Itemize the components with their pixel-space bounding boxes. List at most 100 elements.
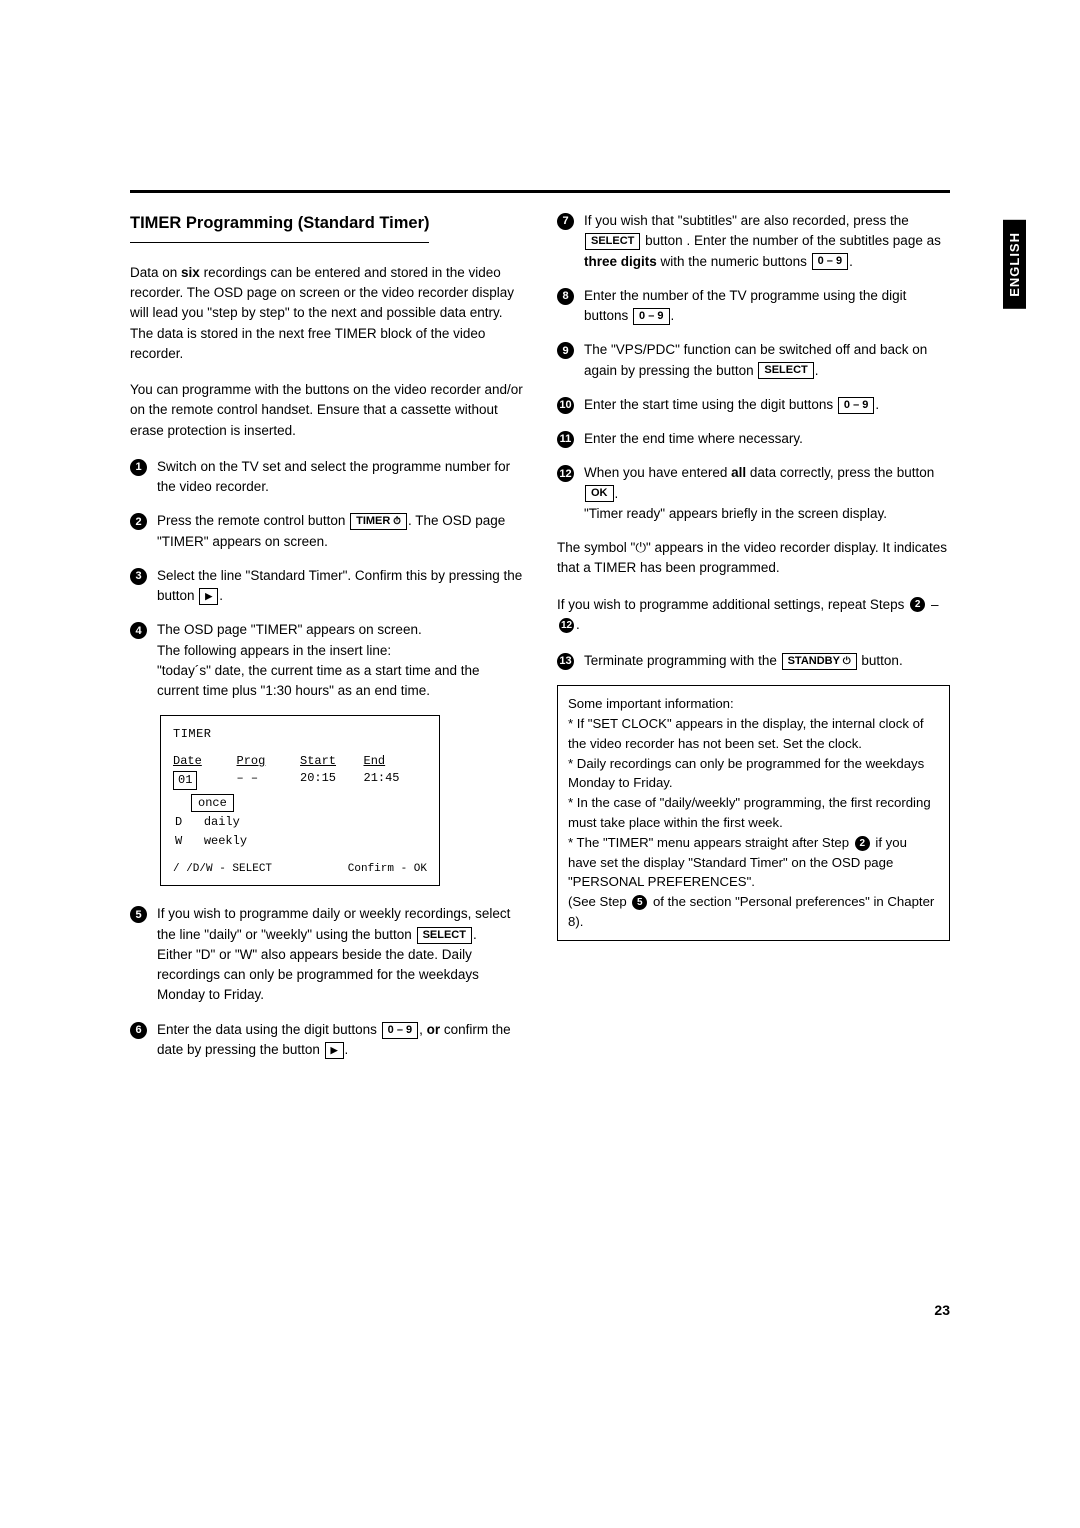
step-8-text: Enter the number of the TV programme usi… bbox=[584, 286, 950, 327]
osd-weekly: W weekly bbox=[175, 833, 427, 850]
bullet-ref-12: 12 bbox=[559, 618, 574, 633]
bullet-ref-5: 5 bbox=[632, 895, 647, 910]
step-1: 1 Switch on the TV set and select the pr… bbox=[130, 457, 523, 498]
t: Enter the start time using the digit but… bbox=[584, 397, 837, 412]
t: Press the remote control button bbox=[157, 513, 349, 528]
step-8: 8 Enter the number of the TV programme u… bbox=[557, 286, 950, 327]
osd-h-date: Date bbox=[173, 754, 202, 768]
note-3: * In the case of "daily/weekly" programm… bbox=[568, 793, 939, 833]
bullet-6: 6 bbox=[130, 1022, 147, 1039]
step-11: 11 Enter the end time where necessary. bbox=[557, 429, 950, 449]
bullet-13: 13 bbox=[557, 653, 574, 670]
t: . bbox=[219, 588, 223, 603]
t: * The "TIMER" menu appears straight afte… bbox=[568, 835, 853, 850]
t: data correctly, press the button bbox=[746, 465, 934, 480]
digits-key: 0 – 9 bbox=[812, 253, 848, 270]
t: . bbox=[671, 308, 675, 323]
t: Data on bbox=[130, 265, 181, 280]
osd-h-start: Start bbox=[300, 754, 336, 768]
osd-v-start: 20:15 bbox=[300, 770, 364, 790]
page-content: TIMER Programming (Standard Timer) Data … bbox=[130, 190, 950, 1074]
t: . bbox=[576, 617, 580, 632]
t: all bbox=[731, 465, 746, 480]
t: If you wish that "subtitles" are also re… bbox=[584, 213, 909, 228]
t: . bbox=[875, 397, 879, 412]
bullet-5: 5 bbox=[130, 906, 147, 923]
t: Enter the data using the digit buttons bbox=[157, 1022, 381, 1037]
t: If you wish to programme additional sett… bbox=[557, 597, 908, 612]
bullet-1: 1 bbox=[130, 459, 147, 476]
osd-value-row: 01 – – 20:15 21:45 bbox=[173, 770, 427, 790]
bullet-4: 4 bbox=[130, 622, 147, 639]
bullet-12: 12 bbox=[557, 465, 574, 482]
step-13-text: Terminate programming with the STANDBY b… bbox=[584, 651, 950, 671]
t: three digits bbox=[584, 254, 657, 269]
note-4: * The "TIMER" menu appears straight afte… bbox=[568, 833, 939, 892]
t: six bbox=[181, 265, 200, 280]
timer-symbol-icon: ⏻ bbox=[635, 540, 646, 555]
step-11-text: Enter the end time where necessary. bbox=[584, 429, 950, 449]
note-2: * Daily recordings can only be programme… bbox=[568, 754, 939, 794]
bullet-7: 7 bbox=[557, 213, 574, 230]
bullet-ref-2b: 2 bbox=[855, 836, 870, 851]
t: "Timer ready" appears briefly in the scr… bbox=[584, 506, 887, 521]
osd-h-end: End bbox=[364, 754, 386, 768]
t: . bbox=[473, 927, 477, 942]
step-13: 13 Terminate programming with the STANDB… bbox=[557, 651, 950, 671]
t: button . Enter the number of the subtitl… bbox=[641, 233, 940, 248]
osd-h-prog: Prog bbox=[237, 754, 266, 768]
t: The OSD page "TIMER" appears on screen. bbox=[157, 622, 422, 637]
note-5: (See Step 5 of the section "Personal pre… bbox=[568, 892, 939, 932]
osd-title: TIMER bbox=[173, 726, 427, 743]
step-4: 4 The OSD page "TIMER" appears on screen… bbox=[130, 620, 523, 701]
bullet-3: 3 bbox=[130, 568, 147, 585]
bullet-11: 11 bbox=[557, 431, 574, 448]
note-title: Some important information: bbox=[568, 694, 939, 714]
intro-para-2: You can programme with the buttons on th… bbox=[130, 380, 523, 441]
step-2-text: Press the remote control button TIMER. T… bbox=[157, 511, 523, 552]
section-title: TIMER Programming (Standard Timer) bbox=[130, 211, 429, 243]
step-6-text: Enter the data using the digit buttons 0… bbox=[157, 1020, 523, 1061]
osd-foot-left: / /D/W - SELECT bbox=[173, 862, 272, 877]
t: Terminate programming with the bbox=[584, 653, 781, 668]
t: . bbox=[615, 486, 619, 501]
t: with the numeric buttons bbox=[657, 254, 811, 269]
repeat-note: If you wish to programme additional sett… bbox=[557, 595, 950, 636]
ok-key: OK bbox=[585, 485, 614, 502]
t: The symbol " bbox=[557, 540, 635, 555]
step-7: 7 If you wish that "subtitles" are also … bbox=[557, 211, 950, 272]
note-1: * If "SET CLOCK" appears in the display,… bbox=[568, 714, 939, 754]
bullet-9: 9 bbox=[557, 342, 574, 359]
t: . bbox=[345, 1042, 349, 1057]
osd-daily: D daily bbox=[175, 814, 427, 831]
step-3-text: Select the line "Standard Timer". Confir… bbox=[157, 566, 523, 607]
osd-v-end: 21:45 bbox=[364, 770, 428, 790]
step-10: 10 Enter the start time using the digit … bbox=[557, 395, 950, 415]
play-key bbox=[325, 1042, 344, 1059]
step-7-text: If you wish that "subtitles" are also re… bbox=[584, 211, 950, 272]
step-5: 5 If you wish to programme daily or week… bbox=[130, 904, 523, 1005]
bullet-2: 2 bbox=[130, 513, 147, 530]
select-key: SELECT bbox=[417, 927, 472, 944]
t: The "VPS/PDC" function can be switched o… bbox=[584, 342, 927, 377]
step-1-text: Switch on the TV set and select the prog… bbox=[157, 457, 523, 498]
select-key: SELECT bbox=[585, 233, 640, 250]
osd-timer-panel: TIMER Date Prog Start End 01 – – 20:15 2… bbox=[160, 715, 440, 886]
osd-v-date: 01 bbox=[173, 771, 197, 790]
bullet-10: 10 bbox=[557, 397, 574, 414]
step-9: 9 The "VPS/PDC" function can be switched… bbox=[557, 340, 950, 381]
info-box: Some important information: * If "SET CL… bbox=[557, 685, 950, 941]
digits-key: 0 – 9 bbox=[838, 397, 874, 414]
t: . bbox=[849, 254, 853, 269]
select-key: SELECT bbox=[758, 362, 813, 379]
digits-key: 0 – 9 bbox=[633, 308, 669, 325]
osd-header-row: Date Prog Start End bbox=[173, 753, 427, 770]
t: button. bbox=[858, 653, 903, 668]
osd-v-prog: – – bbox=[237, 770, 301, 790]
osd-footer: / /D/W - SELECT Confirm - OK bbox=[173, 862, 427, 877]
t: . bbox=[815, 363, 819, 378]
t: W bbox=[175, 834, 182, 848]
t: When you have entered bbox=[584, 465, 731, 480]
standby-key: STANDBY bbox=[782, 653, 857, 670]
t: Either "D" or "W" also appears beside th… bbox=[157, 947, 479, 1003]
